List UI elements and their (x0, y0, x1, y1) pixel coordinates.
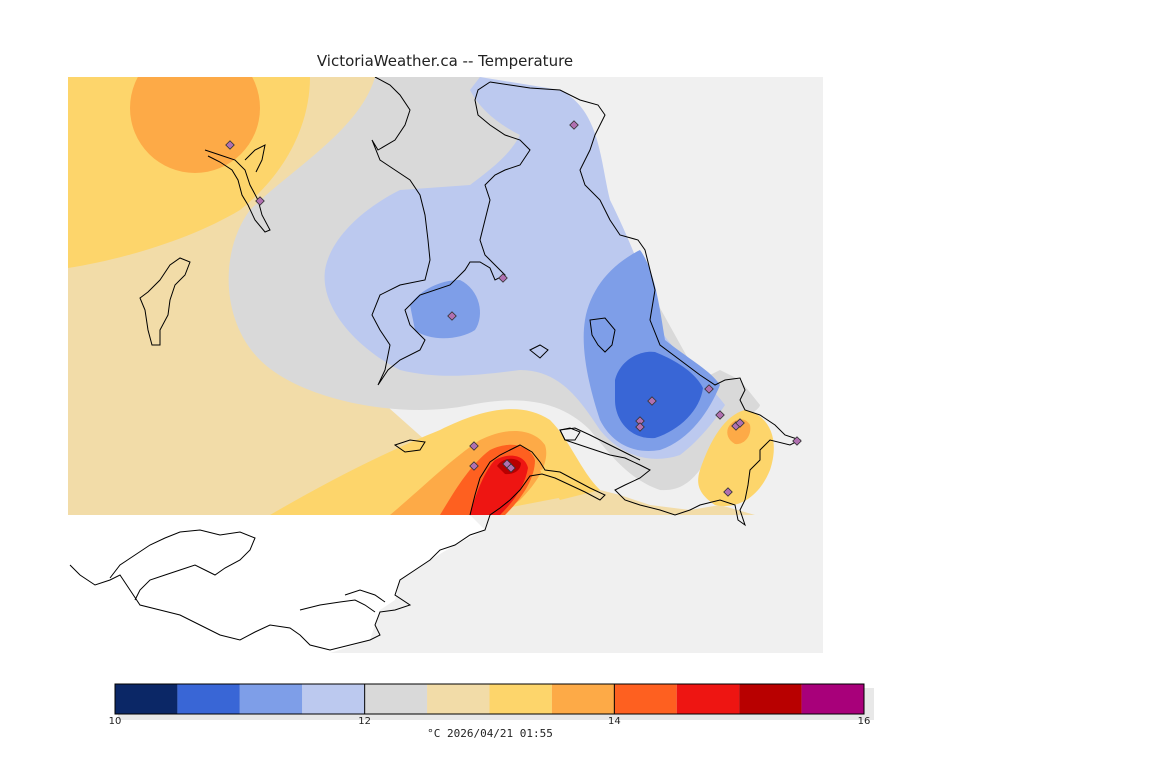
coastlines (69, 77, 802, 651)
colorbar-tick-label: 14 (607, 716, 621, 727)
station-marker[interactable] (255, 196, 265, 206)
contour-fills (68, 77, 823, 515)
station-marker[interactable] (735, 418, 745, 428)
colorbar-bin (115, 684, 178, 714)
units-label: °C (427, 727, 441, 740)
station-marker[interactable] (715, 410, 725, 420)
colorbar-tick-label: 12 (358, 716, 372, 727)
island-west (139, 257, 191, 346)
colorbar-tick-label: 16 (857, 716, 871, 727)
map-title: VictoriaWeather.ca -- Temperature (316, 52, 574, 70)
temperature-map (68, 77, 823, 653)
strait-water (68, 515, 485, 653)
station-marker[interactable] (447, 311, 457, 321)
contour-10-5 (615, 351, 703, 439)
colorbar-bin (801, 684, 864, 714)
coast-saanich-east (489, 81, 802, 527)
island-james (589, 317, 616, 353)
island-small-2 (529, 344, 549, 359)
contour-13-east (698, 410, 774, 506)
colorbar-bin (551, 684, 615, 714)
station-marker[interactable] (792, 436, 802, 446)
station-marker[interactable] (635, 422, 645, 432)
coast-saanich-west (371, 77, 531, 386)
colorbar-bin (364, 684, 428, 714)
station-marker[interactable] (498, 273, 508, 283)
colorbar-bin (302, 684, 365, 714)
colorbar-tick-label: 10 (108, 716, 122, 727)
station-marker[interactable] (723, 487, 733, 497)
station-marker[interactable] (647, 396, 657, 406)
colorbar-bin (239, 684, 303, 714)
station-marker[interactable] (225, 140, 235, 150)
station-marker[interactable] (704, 384, 714, 394)
island-east (559, 427, 581, 441)
colorbar-bin (676, 684, 740, 714)
coast-sooke (299, 599, 376, 613)
contour-11-west (410, 280, 480, 339)
inlet-nw (204, 149, 271, 233)
colorbar-caption: °C 2026/04/21 01:55 (0, 727, 980, 740)
colorbar-ticks (114, 684, 865, 714)
station-marker[interactable] (506, 463, 516, 473)
station-marker[interactable] (469, 461, 479, 471)
inlet-nw-2 (244, 144, 266, 173)
timestamp-label: 2026/04/21 01:55 (446, 727, 553, 740)
coast-metchosin (344, 589, 386, 603)
station-marker[interactable] (635, 416, 645, 426)
coast-juan-de-fuca (109, 529, 256, 601)
colorbar-bin (489, 684, 552, 714)
colorbar-bin (614, 684, 677, 714)
island-small-1 (393, 439, 426, 453)
coast-victoria-harbour (69, 444, 606, 651)
colorbar-bin (427, 684, 490, 714)
colorbar-bins (115, 684, 864, 714)
station-marker[interactable] (469, 441, 479, 451)
station-marker[interactable] (569, 120, 579, 130)
station-markers (225, 120, 802, 497)
contour-13-5-nw (130, 77, 260, 173)
colorbar-bin (739, 684, 802, 714)
colorbar-bin (177, 684, 240, 714)
